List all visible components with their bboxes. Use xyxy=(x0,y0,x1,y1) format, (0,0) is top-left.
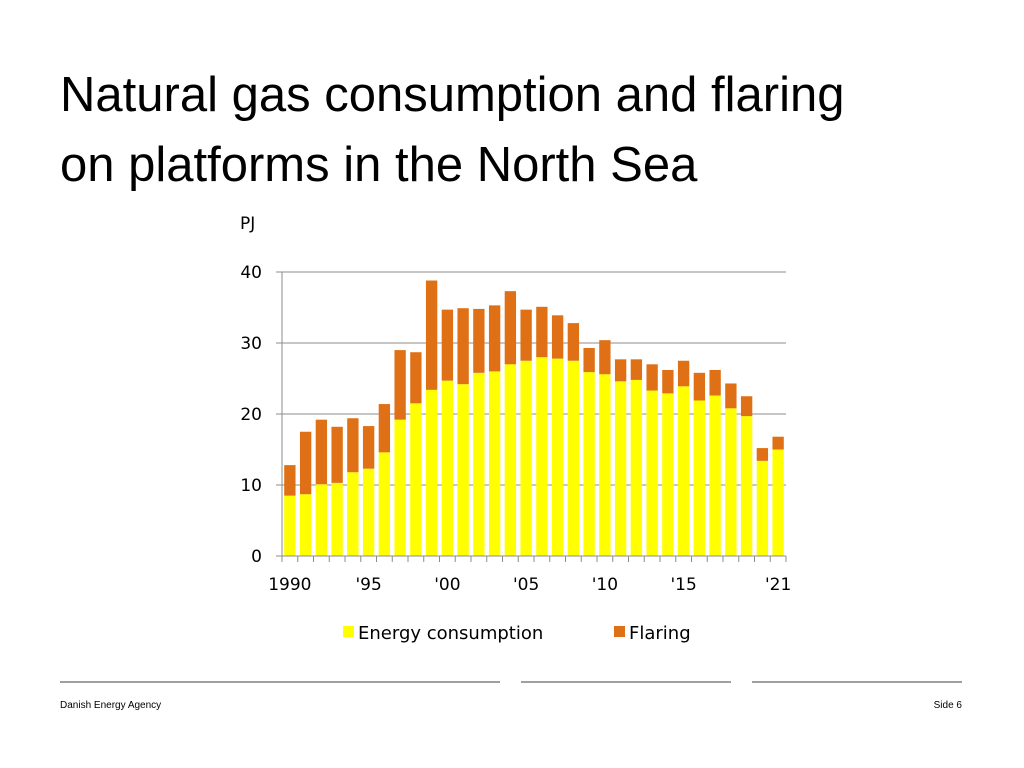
x-tick-label-2000: '00 xyxy=(434,575,460,595)
bar-energy-consumption-2011 xyxy=(614,381,627,556)
bar-flaring-2021 xyxy=(772,436,784,450)
bar-flaring-2015 xyxy=(677,360,690,387)
bar-flaring-2012 xyxy=(630,359,643,380)
bar-flaring-1999 xyxy=(425,280,438,390)
bar-energy-consumption-2001 xyxy=(457,384,469,556)
bar-energy-consumption-2006 xyxy=(536,357,548,556)
bar-energy-consumption-1999 xyxy=(425,389,438,556)
bar-energy-consumption-2019 xyxy=(740,416,753,556)
bar-energy-consumption-2018 xyxy=(725,408,737,556)
bar-energy-consumption-2009 xyxy=(583,372,595,556)
bar-flaring-1997 xyxy=(394,350,406,420)
bar-energy-consumption-2008 xyxy=(567,360,580,556)
bar-energy-consumption-1998 xyxy=(410,403,422,556)
legend-label-energy-consumption: Energy consumption xyxy=(358,623,543,644)
bar-energy-consumption-2015 xyxy=(677,386,690,556)
bar-energy-consumption-2012 xyxy=(630,379,643,556)
bar-energy-consumption-2004 xyxy=(504,364,517,556)
bar-energy-consumption-2013 xyxy=(646,390,658,556)
y-tick-label-20: 20 xyxy=(240,405,262,425)
bar-flaring-2018 xyxy=(725,383,737,409)
bar-energy-consumption-2007 xyxy=(551,358,564,556)
bars xyxy=(284,280,784,556)
bar-energy-consumption-1991 xyxy=(299,494,312,556)
x-tick-label-1995: '95 xyxy=(355,575,381,595)
bar-flaring-2017 xyxy=(709,369,721,396)
footer-divider-middle xyxy=(521,681,731,683)
bar-energy-consumption-1997 xyxy=(394,419,406,556)
bar-flaring-1996 xyxy=(378,404,391,453)
footer-divider-right xyxy=(752,681,962,683)
footer-page-label: Side 6 xyxy=(933,700,962,711)
x-tick-label-2005: '05 xyxy=(513,575,539,595)
bar-energy-consumption-1992 xyxy=(315,484,328,556)
bar-energy-consumption-2005 xyxy=(520,360,532,556)
x-tick-label-1990: 1990 xyxy=(268,575,311,595)
bar-flaring-2009 xyxy=(583,347,595,373)
y-tick-label-40: 40 xyxy=(240,263,262,283)
bar-energy-consumption-1990 xyxy=(284,495,296,556)
bar-energy-consumption-2014 xyxy=(662,393,674,556)
legend-swatch-flaring xyxy=(614,626,625,637)
bar-flaring-2000 xyxy=(441,309,454,381)
stacked-bar-chart: PJ 0 10 20 30 40 1990 '95 '00 '05 '10 '15 '21 Energ… xyxy=(240,214,791,644)
bar-flaring-2013 xyxy=(646,364,658,391)
bar-flaring-1990 xyxy=(284,465,296,496)
y-tick-label-0: 0 xyxy=(251,547,262,567)
bar-flaring-2011 xyxy=(614,359,627,382)
bar-flaring-2016 xyxy=(693,372,706,401)
bar-flaring-2003 xyxy=(488,305,501,372)
slide-title-line-1: Natural gas consumption and flaring xyxy=(60,68,845,122)
y-tick-label-10: 10 xyxy=(240,476,262,496)
bar-flaring-1994 xyxy=(347,418,359,473)
x-tick-label-2015: '15 xyxy=(670,575,696,595)
x-tick-label-2010: '10 xyxy=(592,575,618,595)
axes: 0 10 20 30 40 1990 '95 '00 '05 '10 '15 '21 xyxy=(240,263,791,595)
y-tick-label-30: 30 xyxy=(240,334,262,354)
bar-flaring-2007 xyxy=(551,315,564,359)
x-tick-label-2021: '21 xyxy=(765,575,791,595)
bar-flaring-2008 xyxy=(567,323,580,361)
bar-flaring-2002 xyxy=(473,308,485,373)
legend-swatch-energy-consumption xyxy=(343,626,354,637)
slide-title-line-2: on platforms in the North Sea xyxy=(60,138,698,192)
bar-energy-consumption-2002 xyxy=(473,372,485,556)
bar-flaring-2010 xyxy=(599,340,611,375)
bar-flaring-2020 xyxy=(756,448,769,461)
bar-flaring-1991 xyxy=(299,431,312,495)
bar-energy-consumption-2016 xyxy=(693,400,706,556)
bar-flaring-2005 xyxy=(520,309,532,361)
bar-energy-consumption-1994 xyxy=(347,472,359,556)
slide-title: Natural gas consumption and flaring on p… xyxy=(60,60,960,200)
y-axis-unit-label: PJ xyxy=(240,214,255,234)
bar-energy-consumption-1995 xyxy=(362,468,375,556)
bar-energy-consumption-2020 xyxy=(756,460,769,556)
bar-energy-consumption-1996 xyxy=(378,452,391,556)
bar-energy-consumption-2010 xyxy=(599,374,611,556)
legend-label-flaring: Flaring xyxy=(629,623,691,644)
bar-flaring-2019 xyxy=(740,396,753,417)
bar-flaring-1993 xyxy=(331,426,343,483)
bar-energy-consumption-2000 xyxy=(441,380,454,556)
bar-energy-consumption-2021 xyxy=(772,449,784,556)
bar-flaring-2001 xyxy=(457,308,469,385)
bar-energy-consumption-2017 xyxy=(709,395,721,556)
bar-energy-consumption-2003 xyxy=(488,371,501,556)
legend: Energy consumption Flaring xyxy=(343,623,691,644)
bar-flaring-2004 xyxy=(504,291,517,365)
bar-flaring-2014 xyxy=(662,369,674,394)
bar-energy-consumption-1993 xyxy=(331,482,343,556)
bar-flaring-1995 xyxy=(362,426,375,469)
footer-divider-left xyxy=(60,681,500,683)
bar-flaring-1998 xyxy=(410,352,422,404)
bar-flaring-2006 xyxy=(536,306,548,358)
bar-flaring-1992 xyxy=(315,419,328,485)
footer-organization: Danish Energy Agency xyxy=(60,700,162,711)
